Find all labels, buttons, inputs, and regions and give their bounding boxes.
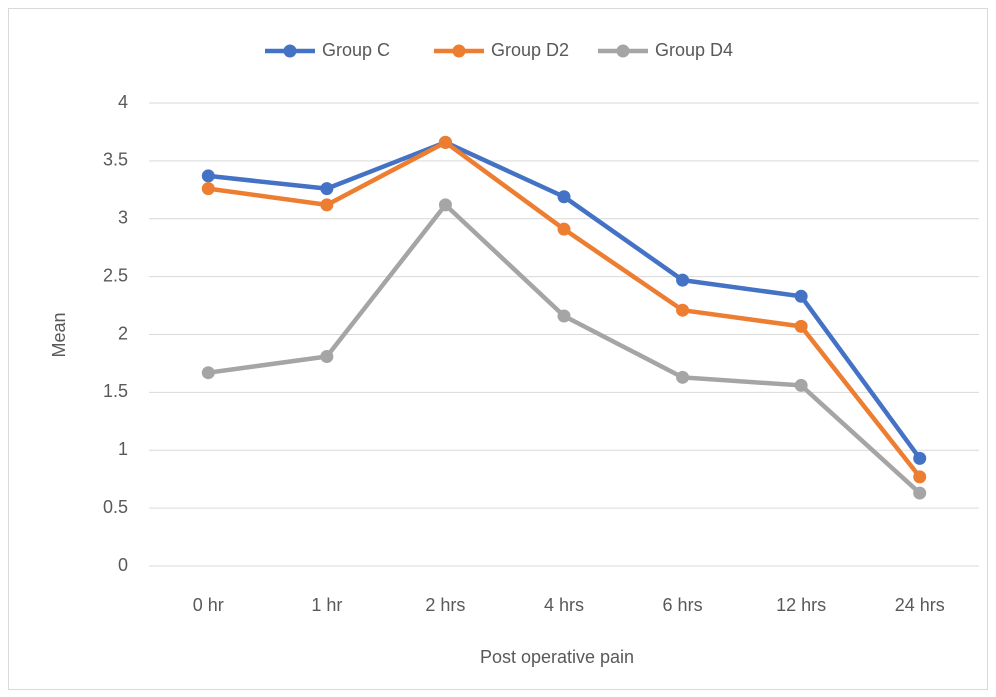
data-point bbox=[201, 182, 215, 196]
x-tick-label: 1 hr bbox=[311, 595, 342, 615]
data-point bbox=[794, 378, 808, 392]
x-tick-label: 4 hrs bbox=[544, 595, 584, 615]
data-point bbox=[438, 135, 452, 149]
data-point bbox=[557, 309, 571, 323]
y-axis-label: Mean bbox=[49, 312, 69, 357]
data-point bbox=[913, 470, 927, 484]
legend-label: Group D4 bbox=[655, 40, 733, 60]
data-point bbox=[438, 198, 452, 212]
x-tick-label: 2 hrs bbox=[425, 595, 465, 615]
data-point bbox=[676, 370, 690, 384]
data-point bbox=[913, 486, 927, 500]
data-point bbox=[320, 349, 334, 363]
data-point bbox=[794, 289, 808, 303]
x-tick-label: 0 hr bbox=[193, 595, 224, 615]
data-point bbox=[557, 222, 571, 236]
data-point bbox=[913, 451, 927, 465]
data-point bbox=[676, 303, 690, 317]
chart-border bbox=[8, 8, 988, 690]
y-tick-label: 2 bbox=[118, 323, 128, 343]
legend-label: Group D2 bbox=[491, 40, 569, 60]
x-axis-label: Post operative pain bbox=[480, 647, 634, 667]
x-tick-label: 24 hrs bbox=[895, 595, 945, 615]
data-point bbox=[794, 319, 808, 333]
legend-marker bbox=[283, 44, 297, 58]
legend-marker bbox=[616, 44, 630, 58]
data-point bbox=[201, 366, 215, 380]
data-point bbox=[320, 182, 334, 196]
y-tick-label: 1 bbox=[118, 439, 128, 459]
y-tick-label: 1.5 bbox=[103, 381, 128, 401]
legend-label: Group C bbox=[322, 40, 390, 60]
data-point bbox=[201, 169, 215, 183]
y-tick-label: 0.5 bbox=[103, 497, 128, 517]
y-tick-label: 4 bbox=[118, 92, 128, 112]
data-point bbox=[320, 198, 334, 212]
data-point bbox=[676, 273, 690, 287]
y-tick-label: 3.5 bbox=[103, 150, 128, 170]
legend-marker bbox=[452, 44, 466, 58]
y-tick-label: 0 bbox=[118, 555, 128, 575]
y-tick-label: 2.5 bbox=[103, 265, 128, 285]
data-point bbox=[557, 190, 571, 204]
x-tick-label: 12 hrs bbox=[776, 595, 826, 615]
y-tick-label: 3 bbox=[118, 208, 128, 228]
x-tick-label: 6 hrs bbox=[663, 595, 703, 615]
